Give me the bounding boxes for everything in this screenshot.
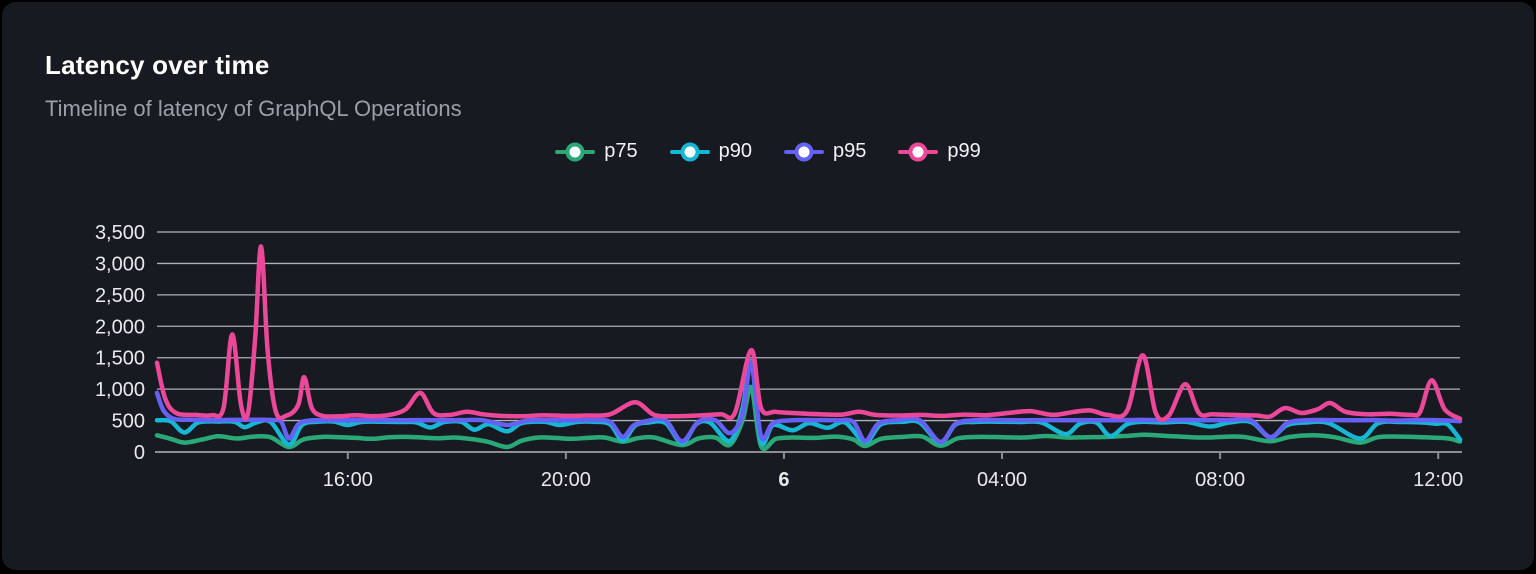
y-axis-tick-label: 2,500	[95, 285, 145, 307]
x-axis-tick-label: 12:00	[1413, 469, 1463, 491]
y-axis-tick-label: 500	[112, 411, 145, 433]
y-axis-tick-label: 3,500	[95, 222, 145, 244]
y-axis-tick-label: 3,000	[95, 253, 145, 275]
y-axis-tick-label: 1,000	[95, 379, 145, 401]
x-axis-tick-label: 6	[778, 469, 789, 491]
y-axis-tick-label: 0	[134, 442, 145, 464]
x-axis-tick-label: 08:00	[1195, 469, 1245, 491]
x-axis-tick-label: 20:00	[541, 469, 591, 491]
plot-area[interactable]	[157, 212, 1460, 452]
x-axis-tick-label: 16:00	[323, 469, 373, 491]
x-axis-tick-label: 04:00	[977, 469, 1027, 491]
y-axis-tick-label: 2,000	[95, 316, 145, 338]
y-axis-tick-label: 1,500	[95, 348, 145, 370]
